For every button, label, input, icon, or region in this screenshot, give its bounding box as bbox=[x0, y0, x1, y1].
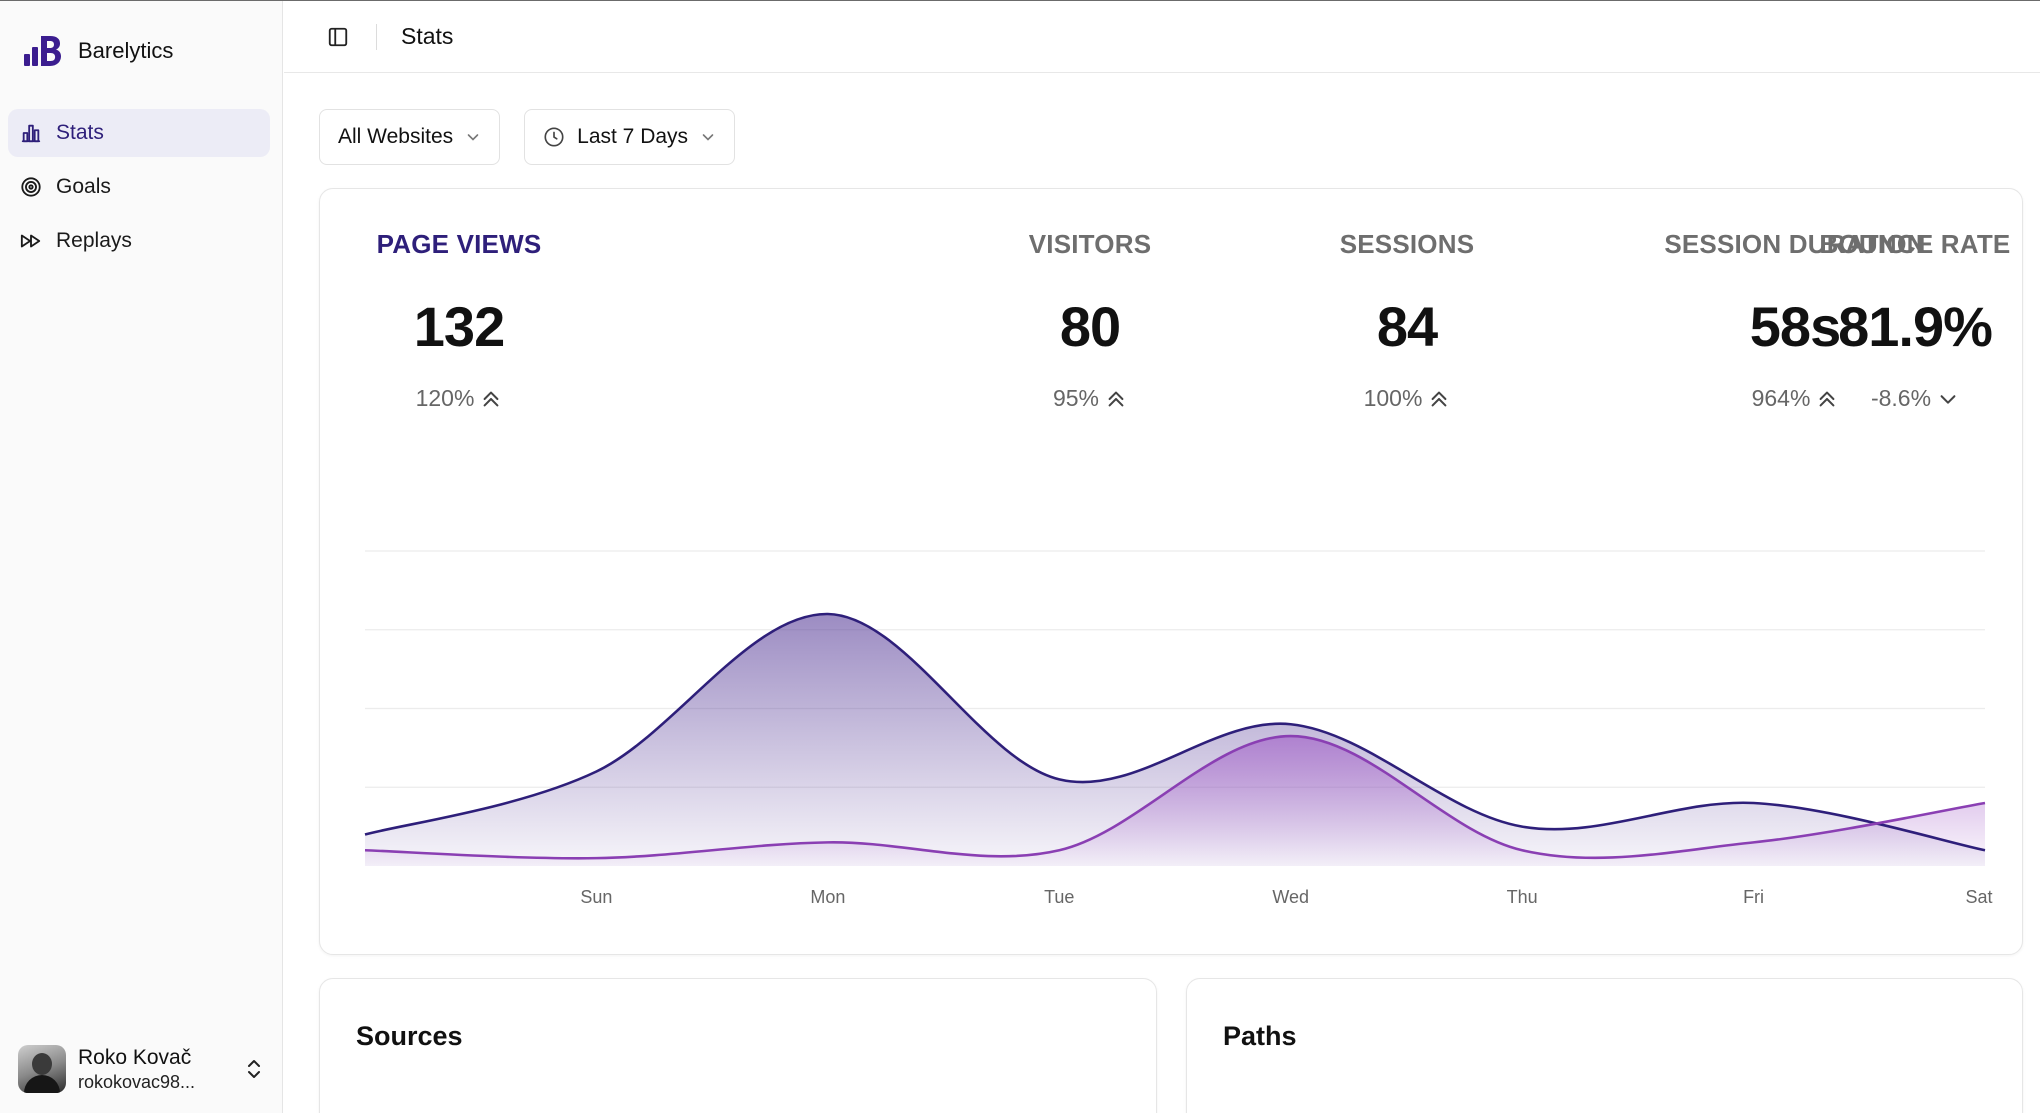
sidebar-toggle-button[interactable] bbox=[322, 21, 354, 53]
metric-bounce-rate[interactable]: BOUNCE RATE 81.9% -8.6% bbox=[1785, 229, 2040, 412]
double-chevron-up-icon bbox=[483, 391, 499, 406]
metric-sessions[interactable]: SESSIONS 84 100% bbox=[1287, 229, 1527, 412]
area-chart: Sun Mon Tue Wed Thu Fri Sat bbox=[364, 550, 1993, 907]
metric-label: BOUNCE RATE bbox=[1819, 229, 2011, 259]
chart-grid bbox=[365, 550, 1985, 788]
sidebar-item-replays[interactable]: Replays bbox=[8, 217, 270, 265]
double-chevron-up-icon bbox=[1431, 391, 1447, 406]
website-select-value: All Websites bbox=[338, 125, 454, 148]
metric-change-value: -8.6% bbox=[1870, 385, 1932, 411]
metric-change-value: 95% bbox=[1052, 385, 1100, 411]
fast-forward-icon bbox=[20, 234, 41, 248]
series-line-2 bbox=[364, 734, 1986, 860]
x-tick-label: Fri bbox=[1743, 887, 1764, 907]
chevron-up-down-icon bbox=[248, 1060, 260, 1078]
x-tick-label: Tue bbox=[1044, 887, 1074, 907]
metric-session-duration[interactable]: SESSION DURATION 58s 964% bbox=[1630, 229, 1960, 412]
x-tick-label: Sat bbox=[1965, 887, 1992, 907]
metric-change-value: 964% bbox=[1751, 385, 1811, 411]
chart-lines bbox=[364, 612, 1986, 860]
metric-value: 58s bbox=[1749, 295, 1841, 358]
series-area-1 bbox=[365, 613, 1985, 866]
avatar bbox=[18, 1045, 66, 1093]
series-line-1 bbox=[364, 612, 1986, 852]
series-area-2 bbox=[365, 736, 1985, 866]
barelytics-logo-icon bbox=[20, 29, 64, 73]
paths-panel: Paths bbox=[1186, 978, 2023, 1113]
sidebar: Barelytics Stats Goals Replays bbox=[0, 1, 283, 1113]
brand[interactable]: Barelytics bbox=[20, 29, 173, 73]
metric-change-value: 100% bbox=[1363, 385, 1423, 411]
metric-label: SESSIONS bbox=[1339, 229, 1475, 259]
double-chevron-up-icon bbox=[1108, 391, 1124, 406]
metric-page-views[interactable]: PAGE VIEWS 132 120% bbox=[350, 229, 568, 412]
metric-change: 95% bbox=[970, 385, 1210, 412]
user-name: Roko Kovač bbox=[78, 1045, 192, 1069]
stats-card: PAGE VIEWS 132 120% VISITORS 80 95% SESS… bbox=[319, 188, 2023, 955]
double-chevron-up-icon bbox=[1819, 391, 1835, 406]
sidebar-item-label: Goals bbox=[56, 175, 111, 198]
metric-value: 81.9% bbox=[1838, 295, 1993, 358]
metric-change: -8.6% bbox=[1785, 385, 2040, 412]
metric-change-value: 120% bbox=[415, 385, 475, 411]
date-range-value: Last 7 Days bbox=[577, 125, 689, 148]
metric-label: SESSION DURATION bbox=[1664, 229, 1926, 259]
metric-value: 84 bbox=[1376, 295, 1438, 358]
sidebar-item-goals[interactable]: Goals bbox=[8, 163, 270, 211]
chevron-down-icon bbox=[467, 134, 479, 141]
sidebar-toggle-icon bbox=[328, 27, 348, 46]
filter-bar: All Websites Last 7 Days bbox=[319, 109, 736, 165]
metric-change: 964% bbox=[1630, 385, 1960, 412]
page-title: Stats bbox=[401, 23, 454, 49]
clock-icon bbox=[544, 127, 564, 147]
x-tick-label: Mon bbox=[810, 887, 845, 907]
top-bar: Stats bbox=[284, 1, 2040, 73]
website-select[interactable]: All Websites bbox=[319, 109, 501, 165]
metric-change: 120% bbox=[350, 385, 568, 412]
metric-change: 100% bbox=[1287, 385, 1527, 412]
target-icon bbox=[21, 177, 41, 197]
date-range-select[interactable]: Last 7 Days bbox=[524, 109, 736, 165]
brand-name: Barelytics bbox=[78, 38, 174, 63]
metric-value: 132 bbox=[413, 295, 505, 358]
metric-label: VISITORS bbox=[1028, 229, 1152, 259]
chevron-down-icon bbox=[1940, 394, 1956, 404]
user-email: rokokovac98... bbox=[78, 1071, 196, 1092]
paths-title: Paths bbox=[1223, 1021, 1297, 1051]
sidebar-item-label: Replays bbox=[56, 229, 132, 252]
chevron-down-icon bbox=[702, 134, 714, 141]
sidebar-item-label: Stats bbox=[56, 121, 104, 144]
sources-title: Sources bbox=[356, 1021, 463, 1051]
x-tick-label: Sun bbox=[580, 887, 612, 907]
x-tick-label: Thu bbox=[1507, 887, 1538, 907]
metric-label: PAGE VIEWS bbox=[376, 229, 542, 259]
user-info: Roko Kovač rokokovac98... bbox=[78, 1046, 232, 1093]
chart-areas bbox=[365, 613, 1985, 866]
header-divider bbox=[376, 23, 377, 50]
bar-chart-icon bbox=[21, 124, 41, 143]
x-tick-label: Wed bbox=[1272, 887, 1309, 907]
sources-panel: Sources bbox=[319, 978, 1157, 1113]
sidebar-item-stats[interactable]: Stats bbox=[8, 109, 270, 157]
sidebar-nav: Stats Goals Replays bbox=[8, 109, 270, 271]
chart-x-ticks: Sun Mon Tue Wed Thu Fri Sat bbox=[580, 887, 1992, 907]
metric-visitors[interactable]: VISITORS 80 95% bbox=[970, 229, 1210, 412]
user-menu[interactable]: Roko Kovač rokokovac98... bbox=[18, 1045, 264, 1093]
metric-value: 80 bbox=[1059, 295, 1121, 358]
